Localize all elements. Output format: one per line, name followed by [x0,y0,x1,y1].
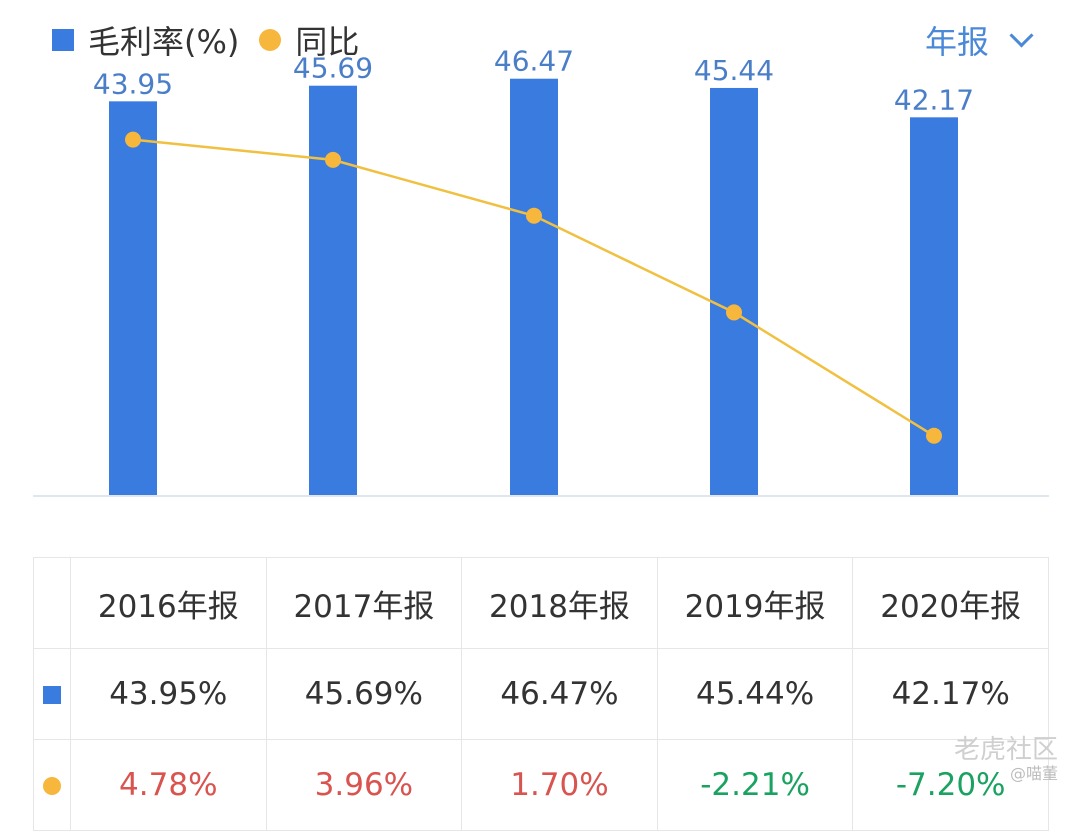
table-cell: 4.78% [70,739,267,831]
yoy-point-2017年报 [325,151,341,168]
gross-margin-chart: 43.95 45.69 46.47 45.44 42.17 [33,45,1049,497]
watermark-author: @喵董 [1009,763,1058,783]
yoy-point-2020年报 [926,427,942,444]
watermark-brand: 老虎社区 [953,735,1058,765]
table-row-gross-margin: 43.95% 45.69% 46.47% 45.44% 42.17% [33,648,1049,740]
bar-value-label: 42.17 [894,83,974,116]
bar-2016年报 [109,101,157,496]
bar-value-label: 46.47 [494,45,574,78]
row-marker-cell [33,739,71,831]
table-header-row: 2016年报 2017年报 2018年报 2019年报 2020年报 [33,557,1049,649]
table-header-2019: 2019年报 [656,557,854,649]
yoy-point-2019年报 [726,304,742,321]
table-cell: 46.47% [461,648,658,740]
table-row-yoy: 4.78% 3.96% 1.70% -2.21% -7.20% [33,739,1049,831]
table-corner-cell [33,557,71,649]
table-header-2018: 2018年报 [461,557,658,649]
table-header-2016: 2016年报 [70,557,267,649]
table-cell: -2.21% [656,739,854,831]
table-cell: 42.17% [852,648,1049,740]
table-cell: 1.70% [461,739,658,831]
bar-2019年报 [710,87,758,497]
bar-value-label: 45.44 [694,54,774,87]
watermark: 老虎社区 @喵董 [954,736,1058,782]
bar-series-marker-icon [43,686,61,704]
bar-2017年报 [309,85,357,496]
line-series-marker-icon [43,777,61,795]
bar-value-label: 43.95 [93,67,173,100]
table-cell: 43.95% [70,648,267,740]
yoy-point-2016年报 [125,131,141,148]
data-table: 2016年报 2017年报 2018年报 2019年报 2020年报 43.95… [33,557,1049,831]
table-header-2020: 2020年报 [852,557,1049,649]
legend-yoy-label: 同比 [295,23,360,61]
table-header-2017: 2017年报 [265,557,463,649]
period-selector-label: 年报 [924,23,989,61]
table-cell: 3.96% [265,739,463,831]
legend-line-marker [259,29,282,51]
row-marker-cell [33,648,71,740]
bar-value-label: 45.69 [293,52,373,85]
period-selector[interactable]: 年报 [924,18,1034,62]
chart-legend: 毛利率(%) 同比 [52,18,359,62]
legend-bar-marker [52,29,74,51]
legend-gross-margin-label: 毛利率(%) [88,23,240,61]
yoy-point-2018年报 [526,207,542,224]
table-cell: 45.69% [265,648,463,740]
table-cell: 45.44% [656,648,854,740]
bar-2018年报 [510,78,558,496]
